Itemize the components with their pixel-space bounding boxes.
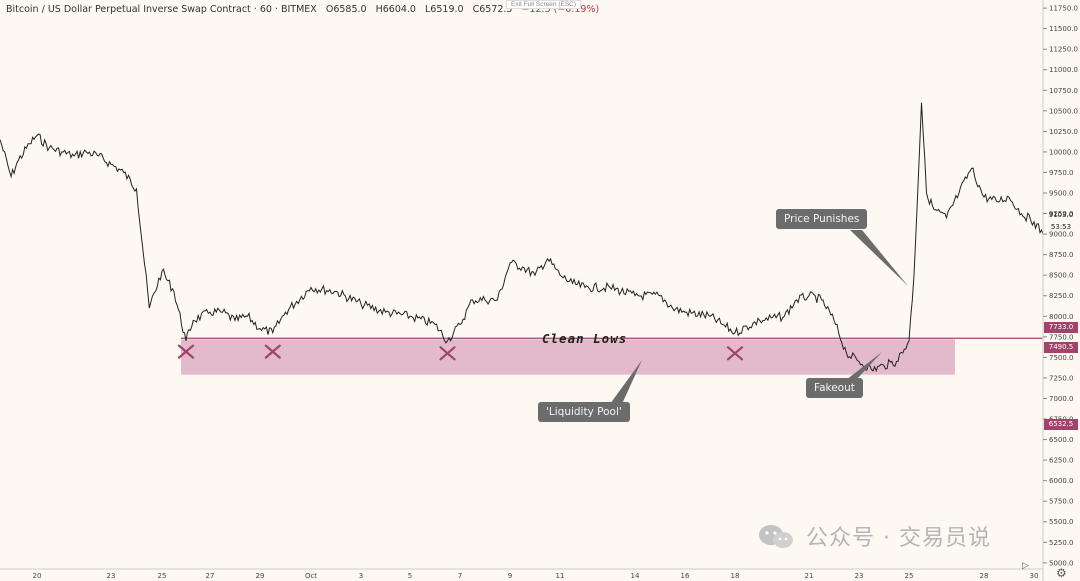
price-punishes-pointer [850, 230, 908, 286]
fakeout-pointer [846, 352, 882, 380]
y-tick-label: 10250.0 [1049, 128, 1078, 136]
callout-price-punishes: Price Punishes [776, 209, 868, 229]
ohlc-close: C6572.5 [472, 4, 513, 15]
liquidity-pool-pointer [610, 360, 642, 404]
ohlc-open: O6585.0 [325, 4, 367, 15]
y-tick-label: 11500.0 [1049, 25, 1078, 33]
y-tick-label: 10750.0 [1049, 87, 1078, 95]
symbol-header: Bitcoin / US Dollar Perpetual Inverse Sw… [6, 4, 599, 15]
x-tick-label: 28 [980, 572, 989, 580]
y-tick-label: 9500.0 [1049, 190, 1074, 198]
x-tick-label: 20 [33, 572, 42, 580]
y-tick-label: 6500.0 [1049, 436, 1074, 444]
x-tick-label: 29 [256, 572, 265, 580]
x-tick-label: 23 [107, 572, 116, 580]
y-tick-label: 7500.0 [1049, 354, 1074, 362]
x-tick-label: 14 [631, 572, 640, 580]
x-tick-label: 25 [905, 572, 914, 580]
price-tag-zone: 7490.5 [1044, 342, 1078, 353]
scroll-right-icon[interactable]: ▷ [1022, 560, 1029, 570]
y-tick-label: 10500.0 [1049, 107, 1078, 115]
y-tick-label: 5000.0 [1049, 559, 1074, 567]
symbol-title: Bitcoin / US Dollar Perpetual Inverse Sw… [6, 4, 317, 15]
watermark-text: 公众号 · 交易员说 [806, 526, 991, 551]
y-axis-panel [1043, 0, 1080, 581]
x-tick-label: 25 [158, 572, 167, 580]
x-tick-label: 11 [556, 572, 565, 580]
y-tick-label: 7750.0 [1049, 333, 1074, 341]
x-tick-label: 30 [1030, 572, 1039, 580]
ohlc-high: H6604.0 [375, 4, 416, 15]
callout-fakeout: Fakeout [806, 378, 863, 398]
x-marker-icon [177, 344, 195, 359]
exit-fullscreen-button[interactable]: Exit Full Screen (ESC) [506, 0, 582, 9]
x-tick-label: 16 [681, 572, 690, 580]
x-tick-label: 9 [508, 572, 512, 580]
y-tick-label: 5500.0 [1049, 518, 1074, 526]
y-tick-label: 6250.0 [1049, 457, 1074, 465]
ohlc-change: −12.5 (−0.19%) [521, 4, 600, 15]
y-tick-label: 9000.0 [1049, 231, 1074, 239]
y-tick-label: 7000.0 [1049, 395, 1074, 403]
x-tick-label: 21 [805, 572, 814, 580]
wechat-icon [759, 525, 793, 548]
y-tick-label: 5250.0 [1049, 539, 1074, 547]
y-tick-label: 6000.0 [1049, 477, 1074, 485]
clean-lows-zone [181, 339, 955, 375]
x-tick-label: 18 [731, 572, 740, 580]
y-tick-label: 9750.0 [1049, 169, 1074, 177]
price-line-series [0, 102, 1044, 373]
y-tick-label: 9250.0 [1049, 210, 1074, 218]
y-tick-label: 8250.0 [1049, 292, 1074, 300]
price-tag-upper: 7733.0 [1044, 322, 1078, 333]
ohlc-low: L6519.0 [425, 4, 464, 15]
y-tick-label: 5750.0 [1049, 498, 1074, 506]
x-tick-label: 3 [359, 572, 363, 580]
price-tag-current: 9103.0 [1048, 211, 1074, 219]
x-marker-icon [439, 346, 456, 361]
x-tick-label: 7 [458, 572, 462, 580]
y-tick-label: 8000.0 [1049, 313, 1074, 321]
gear-icon[interactable]: ⚙ [1056, 566, 1067, 580]
x-tick-label: Oct [305, 572, 317, 580]
price-tag-last: 6532.5 [1044, 419, 1078, 430]
y-tick-label: 10000.0 [1049, 148, 1078, 156]
y-tick-label: 8500.0 [1049, 272, 1074, 280]
y-tick-label: 8750.0 [1049, 251, 1074, 259]
clean-lows-label: Clean Lows [542, 331, 628, 346]
x-tick-label: 5 [408, 572, 412, 580]
y-tick-label: 11000.0 [1049, 66, 1078, 74]
x-tick-label: 27 [206, 572, 215, 580]
y-tick-label: 11250.0 [1049, 46, 1078, 54]
x-marker-icon [726, 346, 744, 361]
y-tick-label: 7250.0 [1049, 374, 1074, 382]
x-marker-icon [264, 344, 281, 359]
y-tick-label: 11750.0 [1049, 5, 1078, 13]
countdown-label: 53:53 [1050, 223, 1072, 231]
x-tick-label: 23 [855, 572, 864, 580]
callout-liquidity-pool: 'Liquidity Pool' [538, 402, 630, 422]
